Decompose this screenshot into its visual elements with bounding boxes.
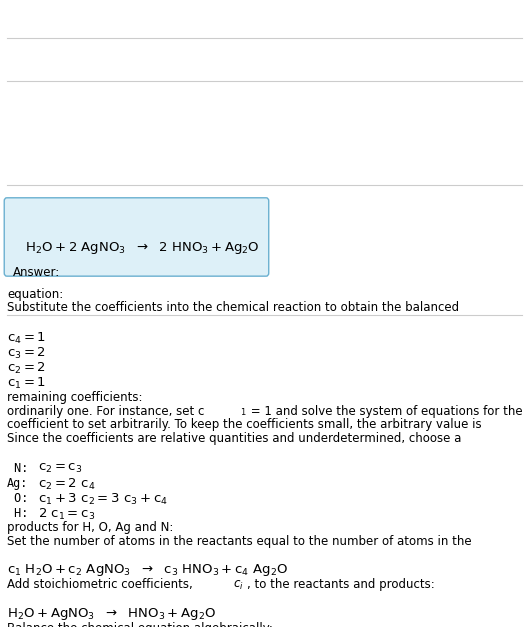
Text: Ag:: Ag: [7,477,28,490]
Text: $\rm H_2O + 2\ AgNO_3\ \ \rightarrow\ \ 2\ HNO_3 + Ag_2O$: $\rm H_2O + 2\ AgNO_3\ \ \rightarrow\ \ … [25,240,260,256]
Text: = 1 and solve the system of equations for the: = 1 and solve the system of equations fo… [248,404,523,418]
Text: Since the coefficients are relative quantities and underdetermined, choose a: Since the coefficients are relative quan… [7,431,461,445]
Text: $_1$: $_1$ [240,404,247,418]
Text: O:: O: [7,492,28,505]
Text: remaining coefficients:: remaining coefficients: [7,391,142,404]
Text: Set the number of atoms in the reactants equal to the number of atoms in the: Set the number of atoms in the reactants… [7,535,471,548]
Text: $\rm c_2 = 2\ c_4$: $\rm c_2 = 2\ c_4$ [38,477,95,492]
Text: Answer:: Answer: [13,265,60,278]
Text: Add stoichiometric coefficients,: Add stoichiometric coefficients, [7,579,196,591]
Text: $c_i$: $c_i$ [233,579,243,591]
Text: $\rm c_1\ H_2O + c_2\ AgNO_3\ \ \rightarrow\ \ c_3\ HNO_3 + c_4\ Ag_2O$: $\rm c_1\ H_2O + c_2\ AgNO_3\ \ \rightar… [7,562,288,578]
Text: $\rm c_3 = 2$: $\rm c_3 = 2$ [7,346,46,361]
Text: H:: H: [7,507,28,520]
Text: $\rm c_1 + 3\ c_2 = 3\ c_3 + c_4$: $\rm c_1 + 3\ c_2 = 3\ c_3 + c_4$ [38,492,168,507]
Text: $\rm c_1 = 1$: $\rm c_1 = 1$ [7,376,46,391]
Text: Substitute the coefficients into the chemical reaction to obtain the balanced: Substitute the coefficients into the che… [7,302,459,314]
Text: $\rm c_4 = 1$: $\rm c_4 = 1$ [7,331,46,346]
Text: equation:: equation: [7,288,63,301]
Text: , to the reactants and products:: , to the reactants and products: [247,579,434,591]
Text: $\rm c_2 = 2$: $\rm c_2 = 2$ [7,361,46,376]
FancyBboxPatch shape [4,198,269,276]
Text: N:: N: [7,461,28,475]
Text: $\rm H_2O + AgNO_3\ \ \rightarrow\ \ HNO_3 + Ag_2O$: $\rm H_2O + AgNO_3\ \ \rightarrow\ \ HNO… [7,606,216,622]
Text: coefficient to set arbitrarily. To keep the coefficients small, the arbitrary va: coefficient to set arbitrarily. To keep … [7,418,481,431]
Text: $\rm 2\ c_1 = c_3$: $\rm 2\ c_1 = c_3$ [38,507,95,522]
Text: products for H, O, Ag and N:: products for H, O, Ag and N: [7,522,174,534]
Text: $\rm c_2 = c_3$: $\rm c_2 = c_3$ [38,461,82,475]
Text: Balance the chemical equation algebraically:: Balance the chemical equation algebraica… [7,622,273,627]
Text: ordinarily one. For instance, set c: ordinarily one. For instance, set c [7,404,204,418]
